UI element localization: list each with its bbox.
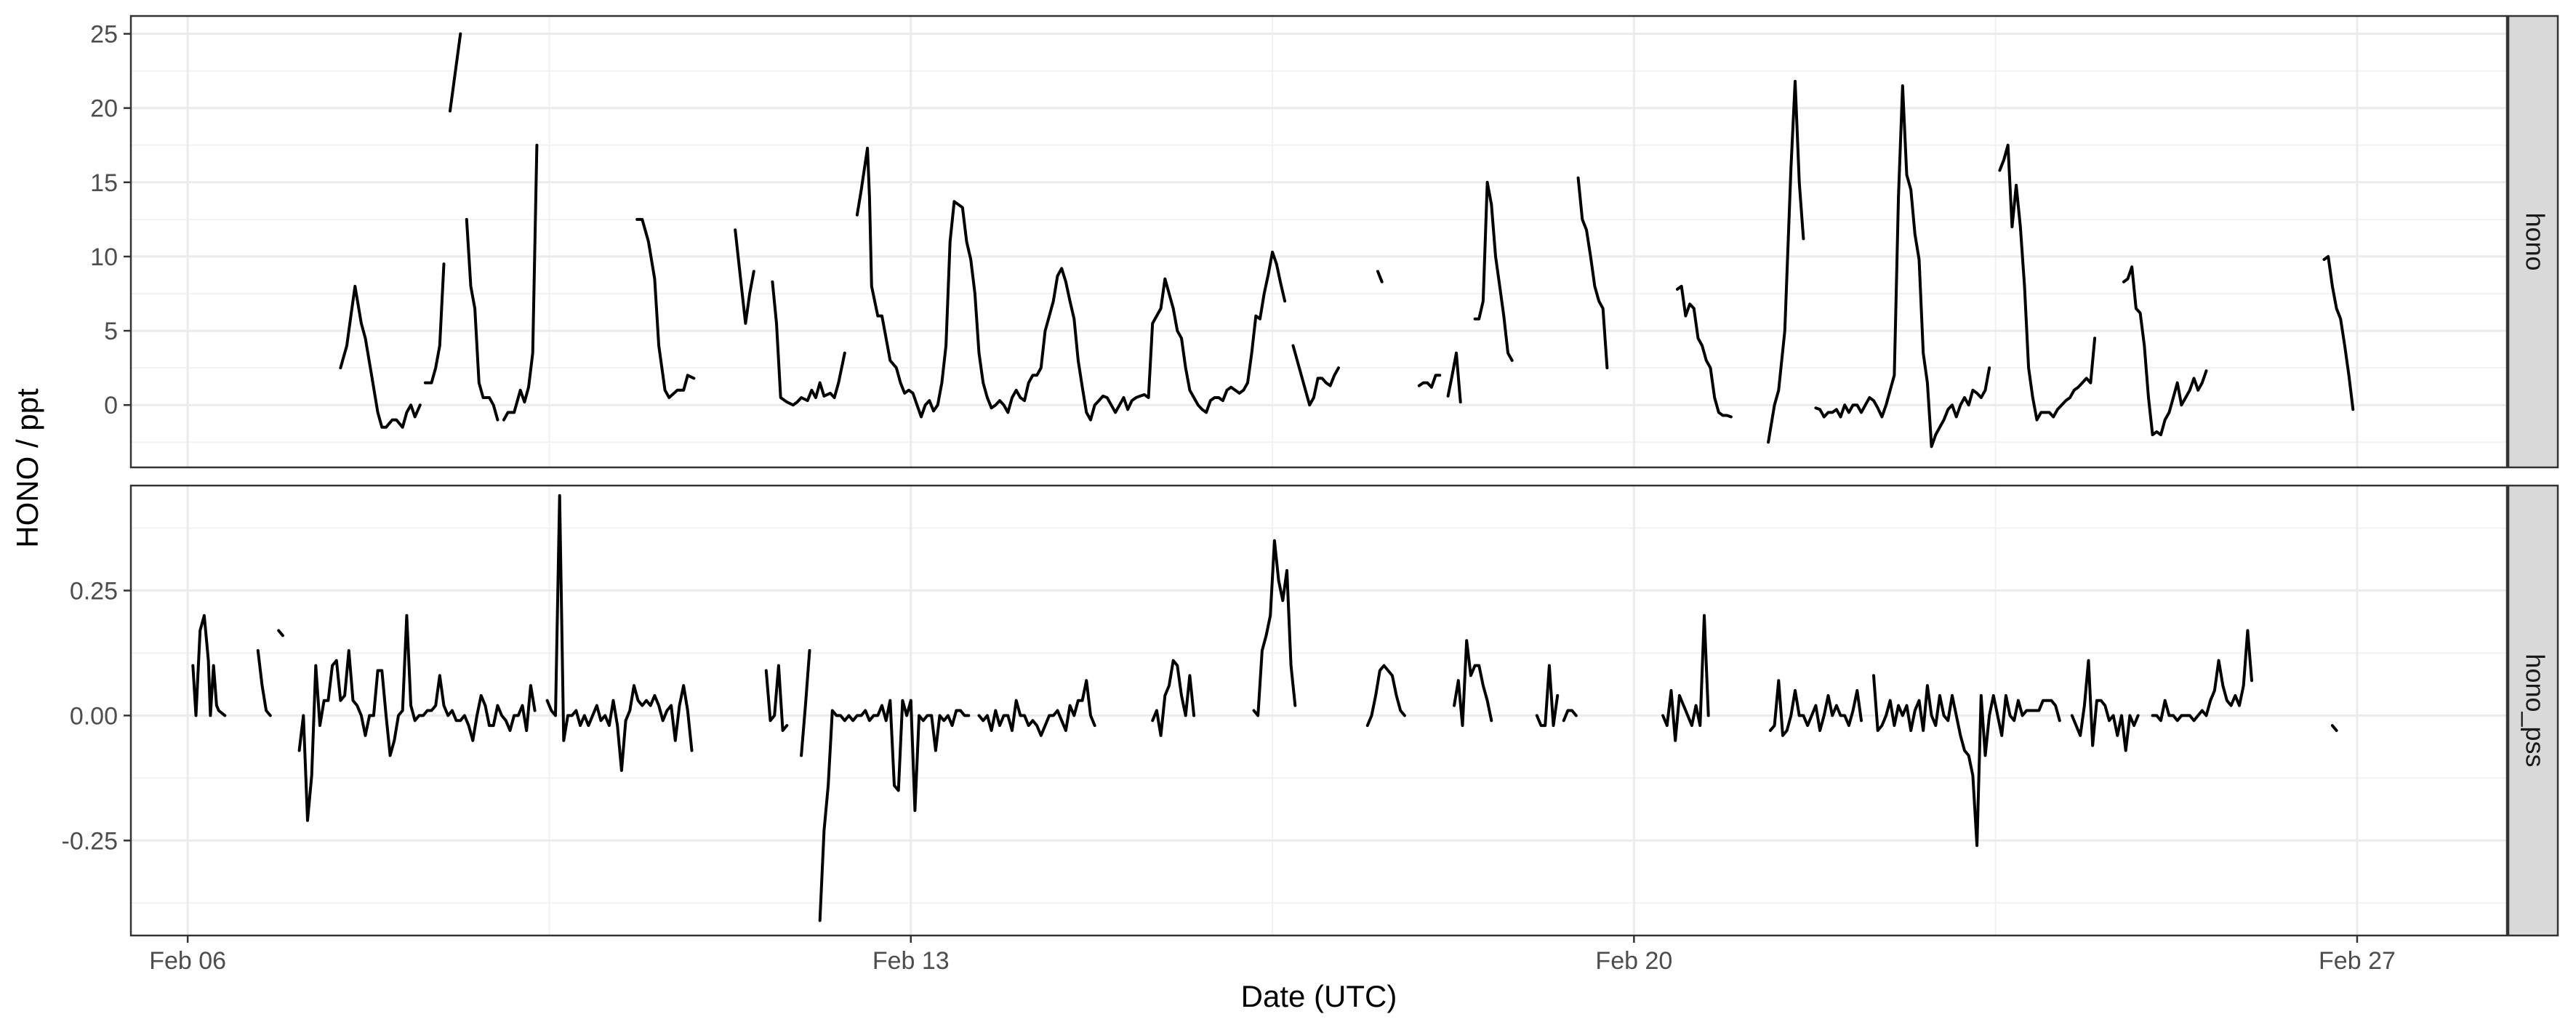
panel-hono: 0 5 10 15 20 25 hono bbox=[90, 15, 2559, 469]
line-segment bbox=[1872, 674, 2061, 848]
x-axis-title: Date (UTC) bbox=[1241, 979, 1397, 1013]
line-segment bbox=[800, 649, 811, 757]
x-tick-label: Feb 13 bbox=[872, 947, 950, 975]
line-segment bbox=[1151, 659, 1196, 737]
panel-background bbox=[131, 486, 2507, 936]
line-segment bbox=[1676, 284, 1733, 419]
line-segment bbox=[1446, 351, 1462, 404]
line-segment bbox=[855, 146, 1287, 422]
y-tick-label: 20 bbox=[90, 95, 118, 123]
line-segment bbox=[1291, 344, 1340, 407]
line-segment bbox=[1768, 679, 1863, 737]
line-segment bbox=[339, 284, 422, 429]
line-segment bbox=[1562, 709, 1578, 723]
y-tick-label: 10 bbox=[90, 244, 118, 271]
y-tick-label: 15 bbox=[90, 169, 118, 197]
panel-hono_pss: -0.25 0.00 0.25 hono_pss bbox=[62, 484, 2559, 937]
x-axis: Feb 06 Feb 13 Feb 20 Feb 27 bbox=[149, 936, 2396, 975]
line-segment bbox=[423, 262, 446, 385]
facet-strip-label: hono_pss bbox=[2520, 653, 2550, 767]
y-tick-label: 0.25 bbox=[70, 577, 118, 605]
line-segment bbox=[635, 217, 696, 399]
line-segment bbox=[1576, 176, 1609, 370]
line-segment bbox=[977, 679, 1096, 737]
line-segment bbox=[2151, 629, 2253, 723]
y-tick-label: -0.25 bbox=[62, 827, 119, 855]
x-tick-label: Feb 06 bbox=[149, 947, 226, 975]
line-segment bbox=[449, 32, 462, 113]
line-segment bbox=[1376, 270, 1384, 283]
facet-strip bbox=[2507, 15, 2559, 469]
line-segment bbox=[545, 494, 694, 772]
line-segment bbox=[1661, 613, 1710, 742]
line-segment bbox=[734, 228, 755, 325]
line-segment bbox=[256, 649, 272, 717]
line-segment bbox=[297, 613, 537, 822]
line-segment bbox=[1473, 180, 1514, 362]
x-tick-label: Feb 27 bbox=[2319, 947, 2396, 975]
line-segment bbox=[2070, 659, 2140, 752]
line-segment bbox=[277, 629, 284, 637]
line-segment bbox=[1252, 539, 1297, 717]
line-segment bbox=[2122, 265, 2208, 437]
line-segment bbox=[771, 280, 846, 407]
y-tick-label: 0.00 bbox=[70, 702, 118, 730]
line-segment bbox=[465, 217, 499, 422]
panel-border bbox=[129, 484, 2508, 937]
series-hono_pss bbox=[191, 494, 2338, 922]
line-segment bbox=[191, 613, 227, 717]
line-segment bbox=[2330, 724, 2338, 732]
panel-border bbox=[129, 15, 2508, 469]
line-segment bbox=[1814, 84, 1991, 448]
line-segment bbox=[1453, 639, 1493, 728]
line-segment bbox=[1365, 664, 1406, 728]
y-tick-label: 25 bbox=[90, 21, 118, 49]
line-segment bbox=[1535, 664, 1560, 728]
y-tick-label: 0 bbox=[104, 392, 118, 419]
y-tick-label: 5 bbox=[104, 318, 118, 345]
line-segment bbox=[502, 143, 539, 422]
facet-strip-label: hono bbox=[2520, 212, 2550, 270]
panels-layer: 0 5 10 15 20 25 hono -0.25 0.00 0.25 hono_pss bbox=[62, 15, 2559, 937]
facet-strip bbox=[2507, 484, 2559, 937]
x-tick-label: Feb 20 bbox=[1595, 947, 1672, 975]
line-segment bbox=[1767, 79, 1805, 444]
line-segment bbox=[764, 664, 789, 732]
line-segment bbox=[818, 699, 971, 922]
y-axis-title: HONO / ppt bbox=[10, 388, 44, 548]
panel-background bbox=[131, 16, 2507, 467]
line-segment bbox=[2322, 254, 2355, 411]
line-segment bbox=[1417, 374, 1442, 389]
line-segment bbox=[1998, 143, 2097, 422]
series-hono bbox=[339, 32, 2355, 448]
